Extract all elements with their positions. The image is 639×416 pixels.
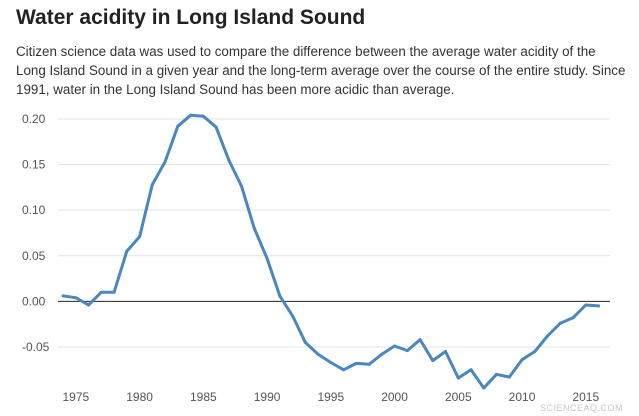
- data-point: [176, 124, 180, 128]
- data-point: [278, 294, 282, 298]
- data-point: [520, 358, 524, 362]
- data-point: [125, 249, 129, 253]
- data-point: [507, 375, 511, 379]
- series-layer: [61, 113, 601, 390]
- data-point: [380, 352, 384, 356]
- data-point: [418, 338, 422, 342]
- data-point: [138, 235, 142, 239]
- data-point: [469, 368, 473, 372]
- data-point: [201, 114, 205, 118]
- data-point: [329, 360, 333, 364]
- x-tick-label: 1990: [254, 390, 281, 404]
- data-point: [150, 183, 154, 187]
- watermark: SCIENCEAQ.COM: [540, 403, 623, 413]
- data-point: [74, 296, 78, 300]
- data-point: [163, 160, 167, 164]
- x-tick-label: 1985: [190, 390, 217, 404]
- x-axis-ticks: 1975 1980 1985 1990 1995 2000 2005 2010 2015: [62, 390, 599, 404]
- data-point: [87, 303, 91, 307]
- data-point: [265, 256, 269, 260]
- y-tick-label: 0.00: [22, 294, 46, 308]
- data-point: [558, 321, 562, 325]
- data-point: [214, 125, 218, 129]
- x-tick-label: 2000: [381, 390, 408, 404]
- data-point: [482, 386, 486, 390]
- data-point: [99, 290, 103, 294]
- data-point: [227, 158, 231, 162]
- y-axis-ticks: 0.20 0.15 0.10 0.05 0.00 -0.05: [22, 112, 50, 354]
- data-point: [252, 226, 256, 230]
- data-point: [189, 113, 193, 117]
- y-tick-label: 0.15: [22, 158, 46, 172]
- y-tick-label: 0.10: [22, 203, 46, 217]
- data-point: [291, 314, 295, 318]
- data-point: [61, 294, 65, 298]
- data-point: [546, 334, 550, 338]
- data-point: [597, 304, 601, 308]
- data-point: [495, 372, 499, 376]
- data-point: [354, 361, 358, 365]
- data-point: [571, 316, 575, 320]
- data-point: [584, 303, 588, 307]
- y-tick-label: -0.05: [22, 340, 50, 354]
- data-point: [444, 350, 448, 354]
- data-point: [316, 352, 320, 356]
- data-point: [393, 344, 397, 348]
- page-title: Water acidity in Long Island Sound: [16, 6, 366, 29]
- gridlines: [58, 118, 610, 348]
- data-point: [342, 368, 346, 372]
- data-point: [456, 376, 460, 380]
- data-point: [240, 184, 244, 188]
- x-tick-label: 1995: [317, 390, 344, 404]
- data-point: [112, 290, 116, 294]
- chart-subtitle: Citizen science data was used to compare…: [16, 44, 626, 97]
- data-point: [533, 350, 537, 354]
- x-tick-label: 2010: [509, 390, 536, 404]
- y-tick-label: 0.05: [22, 249, 46, 263]
- data-point: [367, 362, 371, 366]
- data-point: [303, 340, 307, 344]
- y-tick-label: 0.20: [22, 112, 46, 126]
- x-tick-label: 1980: [126, 390, 153, 404]
- data-point: [405, 349, 409, 353]
- x-tick-label: 2005: [445, 390, 472, 404]
- data-point: [431, 359, 435, 363]
- x-tick-label: 1975: [62, 390, 89, 404]
- x-tick-label: 2015: [572, 390, 599, 404]
